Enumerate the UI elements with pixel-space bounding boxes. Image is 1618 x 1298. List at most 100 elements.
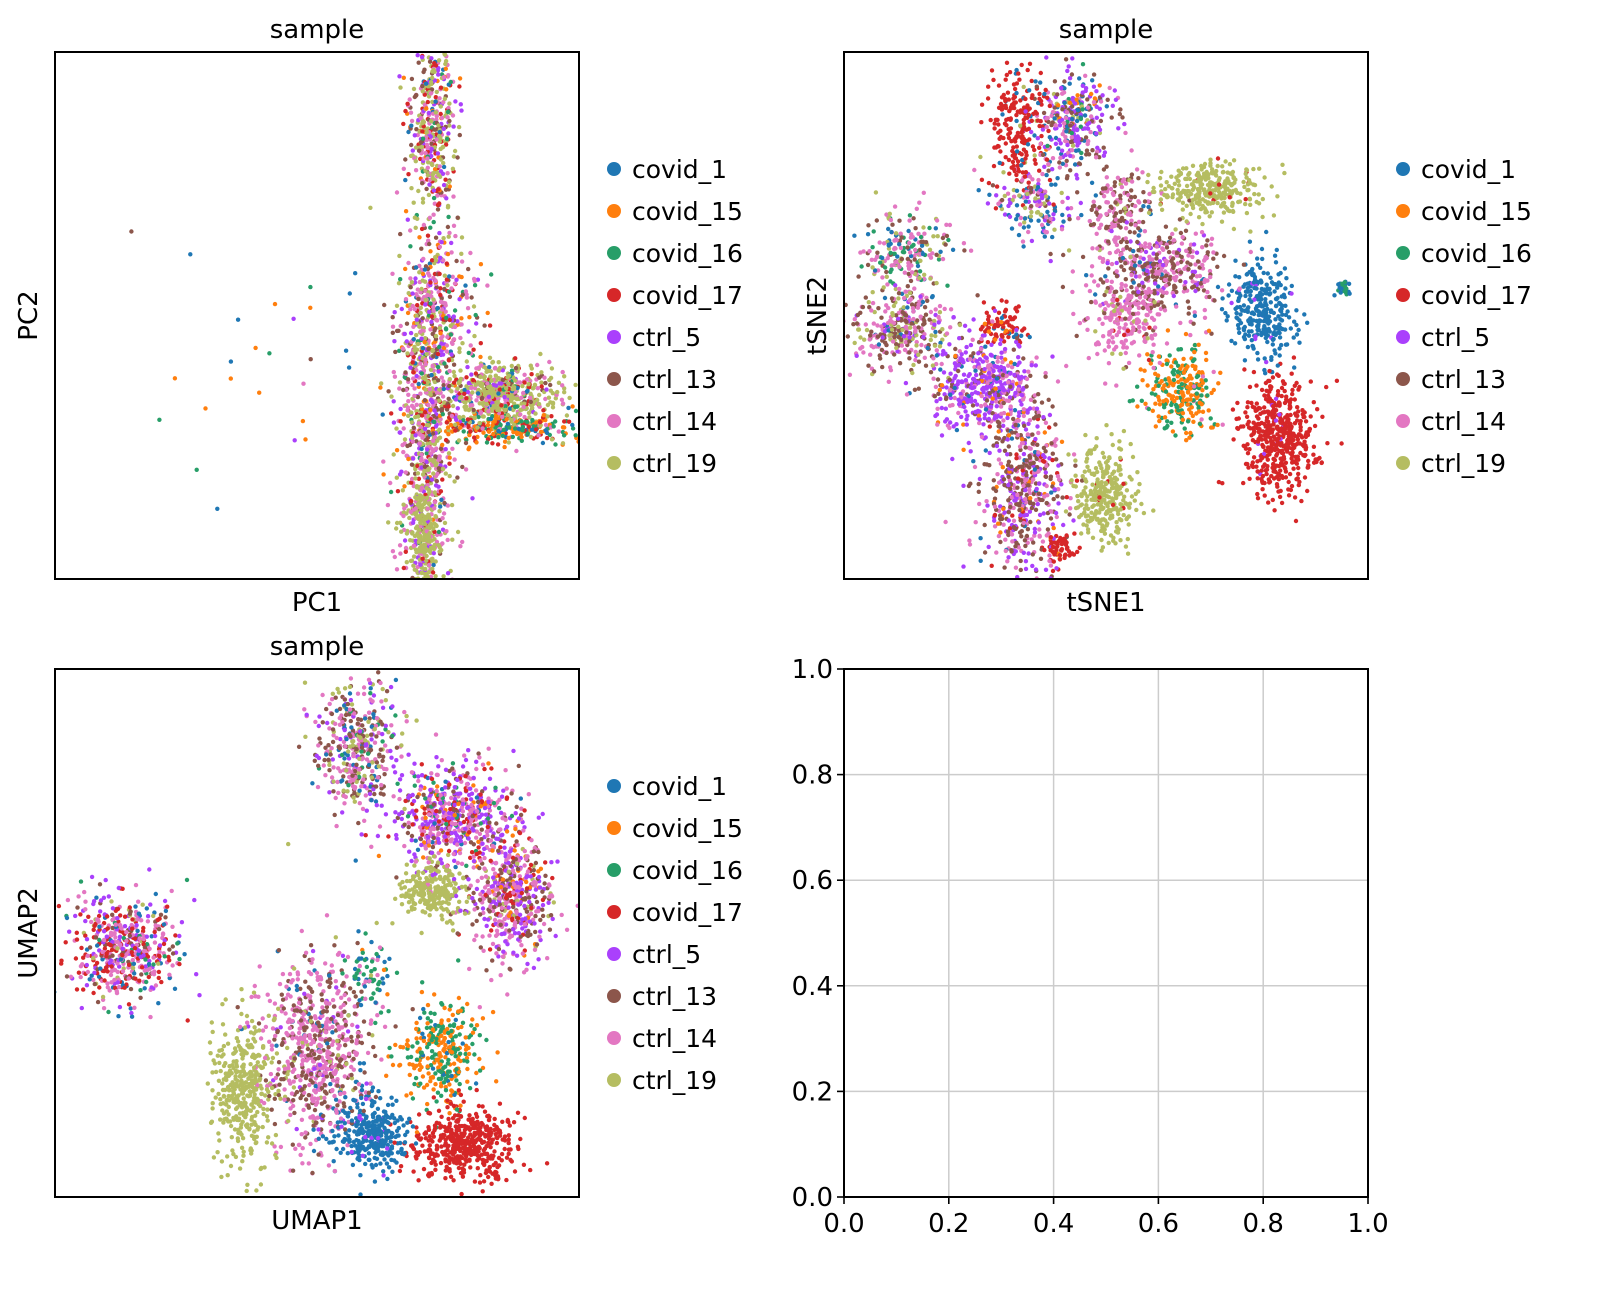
data-point (491, 431, 496, 437)
data-point (1139, 207, 1144, 212)
data-point (1118, 294, 1123, 300)
data-point (1027, 509, 1033, 514)
data-point (1121, 267, 1127, 273)
data-point (466, 329, 471, 334)
data-point (521, 404, 526, 410)
data-point (1144, 332, 1149, 337)
data-point (1032, 533, 1037, 538)
data-point (429, 146, 434, 152)
data-point (346, 365, 352, 370)
data-point (1305, 320, 1310, 325)
data-point (429, 141, 434, 146)
data-point (1139, 398, 1145, 403)
data-point (394, 426, 399, 431)
data-point (529, 366, 534, 371)
data-point (438, 489, 444, 494)
data-point (389, 394, 394, 399)
data-point (505, 375, 510, 380)
data-point (172, 376, 178, 381)
data-point (423, 546, 429, 552)
data-point (1089, 91, 1094, 97)
data-point (425, 584, 429, 588)
data-point (981, 422, 986, 427)
data-point (1254, 383, 1259, 388)
data-point (1207, 187, 1212, 192)
data-point (401, 75, 406, 81)
data-point (513, 404, 518, 409)
legend-marker (607, 288, 621, 302)
data-point (538, 351, 543, 357)
data-point (462, 391, 467, 396)
data-point (451, 380, 457, 385)
data-point (457, 297, 462, 302)
data-point (391, 399, 396, 404)
data-point (1209, 331, 1214, 336)
data-point (428, 249, 433, 254)
data-point (922, 305, 928, 310)
data-point (1294, 322, 1299, 328)
data-point (892, 251, 897, 256)
data-point (409, 462, 415, 467)
data-point (1142, 368, 1147, 373)
data-point (471, 347, 476, 352)
data-point (411, 337, 416, 342)
data-point (1034, 355, 1039, 360)
data-point (1264, 229, 1269, 235)
data-point (1079, 212, 1084, 218)
data-point (945, 283, 950, 288)
data-point (1179, 241, 1185, 246)
data-point (436, 133, 442, 139)
data-point (416, 590, 420, 594)
data-point (1271, 413, 1277, 419)
data-point (463, 289, 469, 294)
data-point (1006, 334, 1011, 340)
data-point (1055, 176, 1060, 181)
data-point (437, 230, 442, 236)
data-point (1251, 166, 1256, 172)
data-point (1243, 410, 1248, 415)
data-point (1075, 190, 1080, 195)
data-point (1047, 425, 1052, 430)
data-point (431, 304, 436, 310)
data-point (443, 315, 449, 320)
data-point (530, 405, 535, 411)
data-point (995, 323, 1001, 329)
data-point (936, 314, 941, 320)
data-point (419, 246, 424, 251)
data-point (1050, 568, 1056, 574)
data-point (411, 376, 416, 381)
data-point (1118, 351, 1123, 357)
data-point (409, 123, 414, 128)
data-point (413, 265, 419, 270)
data-point (445, 224, 451, 230)
data-point (467, 315, 472, 320)
data-point (472, 415, 478, 421)
data-point (426, 110, 431, 116)
data-point (428, 417, 433, 422)
data-point (452, 324, 458, 330)
data-point (997, 580, 1001, 584)
data-point (997, 160, 1002, 166)
data-point (412, 386, 417, 391)
data-point (968, 342, 974, 348)
data-point (431, 308, 436, 313)
data-point (453, 397, 459, 402)
data-point (431, 354, 436, 359)
data-point (425, 539, 431, 544)
data-point (444, 277, 450, 282)
data-point (409, 420, 415, 425)
data-point (1066, 64, 1071, 69)
data-point (438, 292, 443, 298)
data-point (1047, 201, 1052, 206)
data-point (457, 349, 462, 355)
data-point (871, 345, 876, 350)
data-point (433, 99, 438, 104)
data-point (420, 136, 426, 141)
data-point (464, 384, 469, 389)
data-point (1243, 197, 1248, 202)
data-point (986, 180, 992, 186)
data-point (502, 394, 507, 400)
data-point (991, 443, 996, 448)
data-point (836, 301, 840, 305)
data-point (482, 323, 487, 328)
